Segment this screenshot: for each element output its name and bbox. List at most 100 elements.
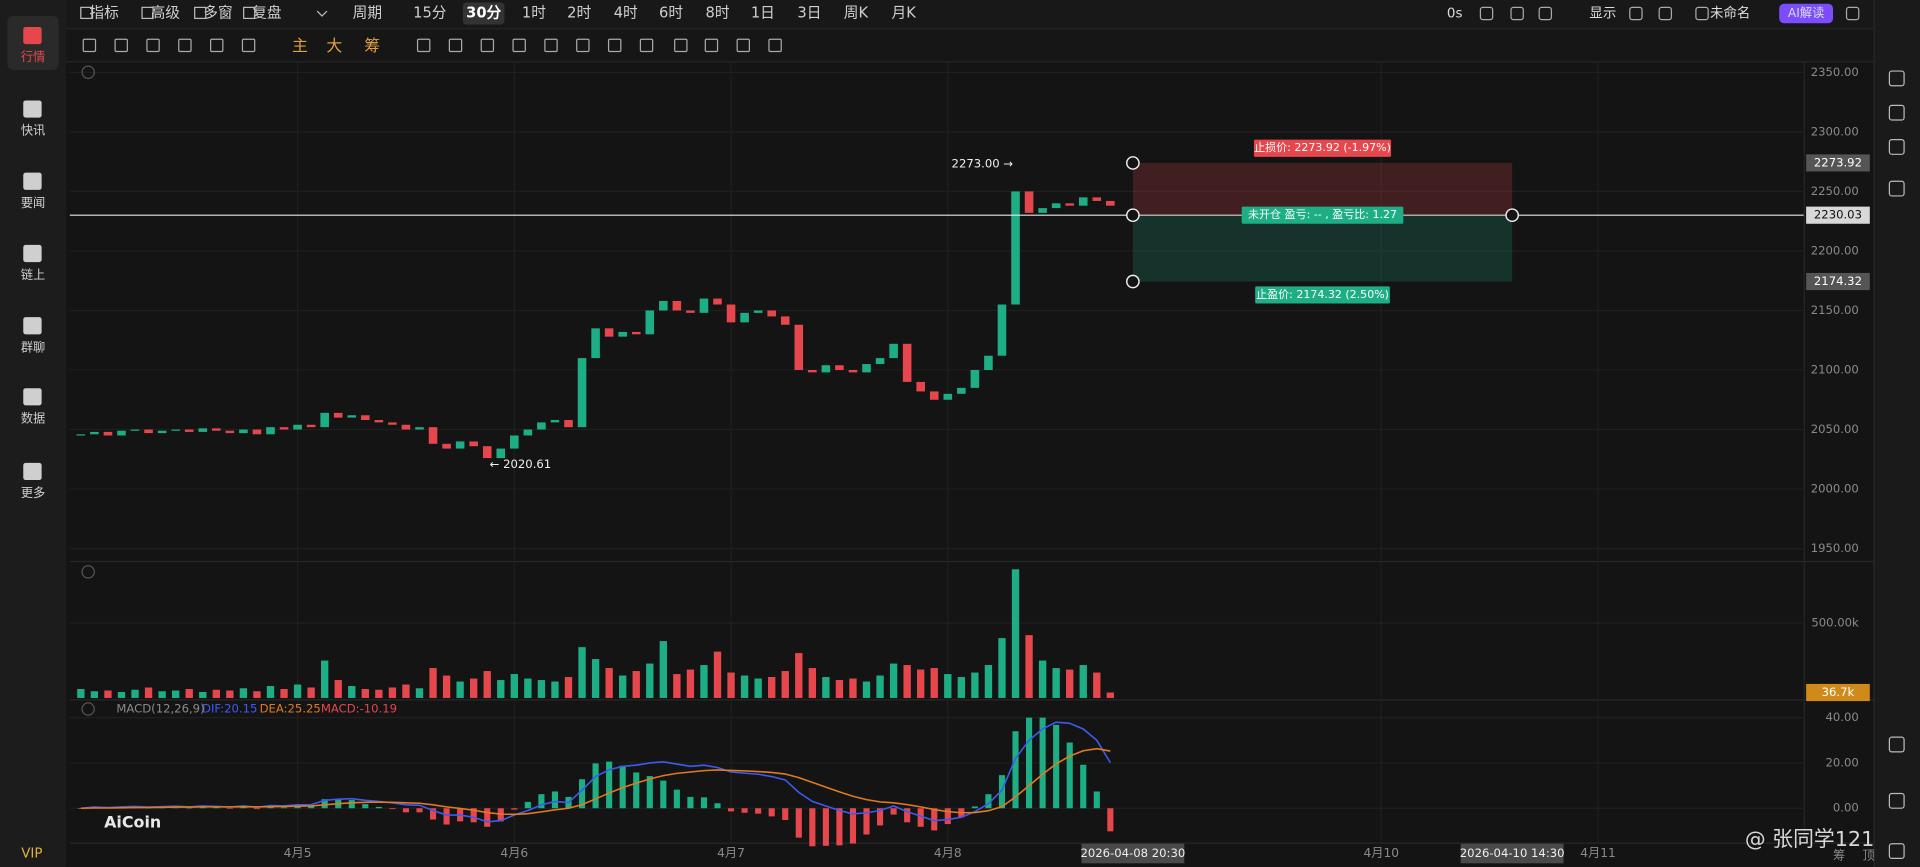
collapse-toggle[interactable]	[81, 565, 95, 579]
macd-line	[80, 747, 1111, 816]
drawing-tool[interactable]	[768, 38, 782, 53]
toolbar-item[interactable]: 4时	[614, 5, 638, 22]
macd-bar	[1012, 731, 1019, 809]
toolbar-item[interactable]: 复盘	[252, 4, 282, 22]
sidebar-tool[interactable]	[1888, 70, 1905, 87]
toolbar-item[interactable]: 1日	[751, 5, 775, 22]
toolbar-item[interactable]: 高级	[151, 5, 181, 22]
toolbar-item[interactable]: 2时	[567, 5, 591, 22]
candle	[902, 343, 912, 382]
sidebar-tool[interactable]	[1888, 139, 1905, 155]
sidebar-label[interactable]: 群聊	[21, 340, 45, 354]
drawing-tool[interactable]	[607, 38, 622, 53]
sidebar-label[interactable]: 行情	[21, 50, 45, 64]
toolbar-item[interactable]: 15分	[413, 5, 447, 22]
volume-bar	[185, 689, 193, 698]
toolbar-icon[interactable]	[1479, 6, 1494, 21]
volume-bar	[402, 684, 410, 698]
sidebar-label[interactable]: VIP	[21, 847, 42, 862]
position-handle[interactable]	[1126, 208, 1140, 223]
y-tick-label: 2050.00	[1811, 422, 1859, 436]
toolbar-item[interactable]: 周K	[844, 5, 869, 22]
drawing-tool[interactable]	[639, 38, 654, 53]
candle	[713, 298, 722, 305]
volume-bar	[388, 687, 397, 698]
volume-bar	[442, 675, 451, 698]
macd-bar	[402, 808, 410, 813]
y-tick-label: 2000.00	[1811, 482, 1859, 496]
toolbar-item[interactable]: 月K	[892, 5, 917, 22]
drawing-tool[interactable]	[544, 38, 558, 53]
toolbar-item[interactable]: 未命名	[1710, 5, 1750, 22]
drawing-tool[interactable]	[416, 38, 431, 53]
drawing-tool[interactable]	[512, 38, 526, 53]
macd-bar	[484, 808, 491, 827]
price-annotation: 2273.00 →	[952, 157, 1014, 171]
sidebar-tool[interactable]	[1888, 180, 1905, 197]
collapse-toggle[interactable]	[81, 65, 95, 80]
candle	[1078, 197, 1088, 206]
drawing-tool[interactable]	[480, 38, 495, 53]
toolbar-item[interactable]: 8时	[706, 5, 730, 22]
indicator-toggle[interactable]: 大	[326, 36, 342, 55]
drawing-tool[interactable]	[146, 38, 160, 53]
toolbar-icon[interactable]	[1845, 6, 1860, 21]
drawing-tool[interactable]	[210, 38, 224, 53]
drawing-tool[interactable]	[114, 38, 128, 53]
sidebar-label[interactable]: 数据	[21, 410, 45, 425]
toolbar-item[interactable]: 3日	[797, 5, 821, 22]
toolbar-icon	[80, 6, 93, 20]
toolbar-item[interactable]: 0s	[1447, 7, 1463, 22]
sidebar-tool[interactable]	[1888, 792, 1905, 809]
drawing-tool[interactable]	[674, 38, 688, 53]
volume-bar	[104, 690, 112, 698]
volume-bar	[348, 686, 356, 698]
volume-bar	[307, 687, 315, 698]
sidebar-label[interactable]: 链上	[21, 267, 45, 282]
drawing-tool[interactable]	[82, 38, 97, 53]
sidebar-tool[interactable]	[1888, 843, 1905, 860]
toolbar-item[interactable]: 30分	[466, 5, 501, 22]
position-handle[interactable]	[1126, 156, 1140, 170]
toolbar-icon[interactable]	[1538, 6, 1553, 21]
macd-bar	[782, 808, 789, 821]
volume-bar	[415, 688, 424, 698]
sidebar-tool[interactable]	[1888, 104, 1905, 121]
sidebar-tool[interactable]	[1888, 736, 1905, 753]
candle	[320, 412, 329, 428]
toolbar-icon[interactable]	[1629, 6, 1643, 21]
collapse-toggle[interactable]	[81, 702, 95, 716]
sidebar-icon	[23, 100, 42, 118]
sidebar-label[interactable]: 要闻	[21, 196, 45, 210]
candle	[780, 316, 790, 325]
drawing-tool[interactable]	[576, 38, 590, 53]
volume-bar	[1025, 635, 1033, 698]
sidebar-label[interactable]: 快讯	[21, 124, 45, 138]
volume-bar	[470, 678, 478, 698]
drawing-tool[interactable]	[448, 38, 463, 53]
drawing-tool[interactable]	[736, 38, 750, 53]
toolbar-item[interactable]: 1时	[522, 5, 546, 22]
position-handle[interactable]	[1505, 208, 1520, 223]
toolbar-item[interactable]: 多窗	[203, 4, 232, 22]
toolbar-icon	[243, 6, 256, 20]
drawing-tool[interactable]	[704, 38, 719, 53]
toolbar-icon[interactable]	[1658, 6, 1673, 21]
toolbar-item[interactable]: 周期	[353, 5, 382, 22]
volume-bar	[212, 689, 220, 698]
toolbar-item[interactable]: 显示	[1589, 7, 1616, 22]
toolbar-item[interactable]: 指标	[89, 5, 119, 22]
toolbar-icon[interactable]	[1510, 6, 1524, 21]
indicator-toggle[interactable]: 筹	[364, 36, 380, 55]
y-tick-label: 2150.00	[1811, 303, 1859, 317]
drawing-tool[interactable]	[178, 38, 192, 53]
sidebar-label[interactable]: 更多	[21, 486, 45, 500]
candle	[184, 429, 194, 432]
drawing-tool[interactable]	[241, 38, 256, 53]
toolbar-item[interactable]: AI解读	[1788, 6, 1824, 20]
toolbar-item[interactable]: 6时	[659, 5, 683, 22]
volume-bar	[700, 665, 708, 698]
indicator-toggle[interactable]: 主	[292, 36, 308, 55]
toolbar-icon[interactable]	[1695, 6, 1709, 21]
position-handle[interactable]	[1126, 274, 1140, 289]
